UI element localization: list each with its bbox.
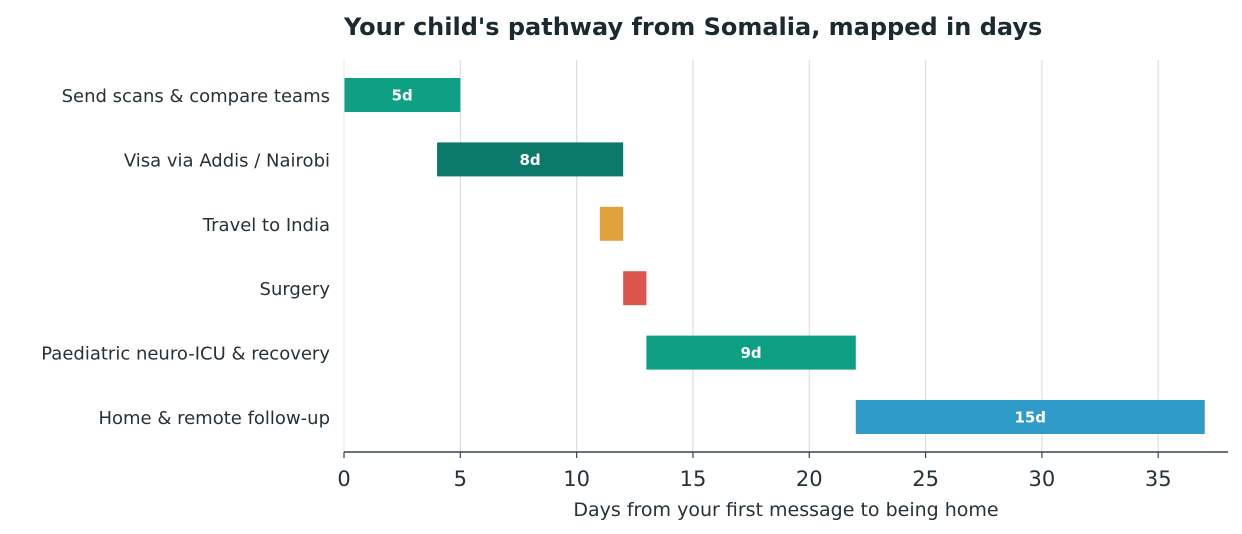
bars: 5d 8d 9d 15d (344, 78, 1205, 434)
category-label: Surgery (260, 279, 331, 300)
bar-duration-label: 5d (392, 87, 413, 105)
bar-duration-label: 15d (1014, 409, 1046, 427)
task-bar (437, 142, 624, 177)
x-tick-label: 15 (680, 467, 707, 491)
category-label: Paediatric neuro-ICU & recovery (41, 344, 330, 365)
x-ticks: 0 5 10 15 20 25 30 35 (337, 452, 1172, 491)
bar-duration-label: 8d (520, 151, 541, 169)
x-tick-label: 0 (337, 467, 350, 491)
x-tick-label: 25 (912, 467, 939, 491)
task-bar (623, 271, 647, 306)
category-label: Home & remote follow-up (98, 408, 330, 429)
x-tick-label: 35 (1145, 467, 1172, 491)
task-bar (855, 400, 1205, 434)
category-label: Visa via Addis / Nairobi (124, 150, 330, 171)
chart-title: Your child's pathway from Somalia, mappe… (343, 13, 1042, 41)
x-tick-label: 30 (1029, 467, 1056, 491)
category-label: Travel to India (202, 215, 330, 236)
category-labels: Send scans & compare teams Visa via Addis… (41, 86, 330, 429)
task-bar (646, 335, 856, 370)
x-axis-title: Days from your first message to being ho… (573, 499, 998, 521)
x-tick-label: 5 (454, 467, 467, 491)
task-bar (344, 78, 461, 112)
category-label: Send scans & compare teams (62, 86, 330, 107)
task-bar (599, 206, 624, 241)
grid-lines (459, 60, 1159, 452)
x-tick-label: 20 (796, 467, 823, 491)
x-tick-label: 10 (563, 467, 590, 491)
bar-duration-label: 9d (741, 344, 762, 362)
